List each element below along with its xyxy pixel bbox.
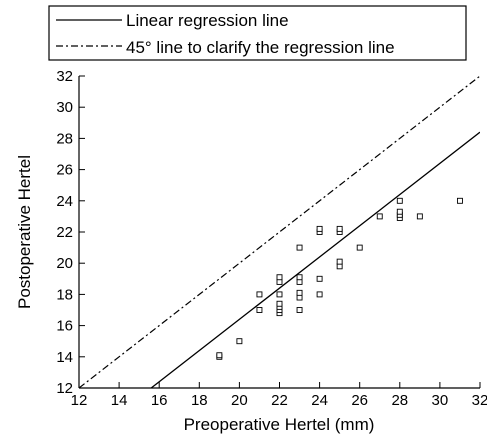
x-axis-ticks: 12 14 16 18 20 22 24 26 28 30 32 — [71, 382, 487, 409]
data-point — [396, 197, 403, 204]
data-point — [256, 291, 263, 298]
x-tick-label: 14 — [111, 392, 128, 409]
data-point — [296, 274, 303, 281]
y-tick-label: 24 — [56, 193, 73, 210]
data-point — [396, 208, 403, 215]
x-tick-label: 30 — [432, 392, 449, 409]
y-tick-label: 14 — [56, 349, 73, 366]
x-tick-label: 12 — [71, 392, 88, 409]
y-axis-title: Postoperative Hertel — [15, 155, 34, 309]
plot-area: 12 14 16 18 20 22 24 26 28 30 32 12 14 16 18 20 22 24 26 2… — [56, 68, 487, 409]
data-point — [316, 225, 323, 232]
x-tick-label: 32 — [472, 392, 487, 409]
y-tick-label: 18 — [56, 286, 73, 303]
legend-label-regression: Linear regression line — [126, 11, 289, 30]
data-point — [216, 352, 223, 359]
regression-line — [150, 131, 480, 388]
legend-frame — [48, 5, 467, 61]
data-point — [316, 291, 323, 298]
data-point — [336, 258, 343, 265]
data-point — [256, 307, 263, 313]
fit-lines — [79, 76, 480, 388]
x-tick-label: 26 — [351, 392, 368, 409]
y-tick-label: 28 — [56, 130, 73, 147]
data-point — [316, 275, 323, 282]
y-tick-label: 26 — [56, 162, 73, 179]
data-point — [457, 197, 463, 204]
reference-45-degree-line — [79, 76, 480, 388]
y-axis-ticks: 12 14 16 18 20 22 24 26 28 30 32 — [56, 68, 85, 397]
data-point — [376, 213, 383, 220]
x-tick-label: 28 — [391, 392, 408, 409]
y-tick-label: 20 — [56, 255, 73, 272]
data-point — [276, 291, 283, 298]
data-points — [216, 197, 463, 360]
y-tick-label: 32 — [56, 68, 73, 85]
y-tick-label: 30 — [56, 99, 73, 116]
legend-label-reference: 45° line to clarify the regression line — [126, 38, 395, 57]
data-point — [296, 307, 303, 313]
x-tick-label: 18 — [191, 392, 208, 409]
data-point — [356, 244, 363, 251]
x-tick-label: 16 — [151, 392, 168, 409]
x-tick-label: 20 — [231, 392, 248, 409]
x-tick-label: 22 — [271, 392, 288, 409]
y-tick-label: 22 — [56, 224, 73, 241]
data-point — [276, 300, 283, 307]
y-tick-label: 12 — [56, 380, 73, 397]
legend: Linear regression line 45° line to clari… — [48, 5, 467, 61]
data-point — [296, 289, 303, 296]
x-tick-label: 24 — [311, 392, 328, 409]
data-point — [416, 213, 423, 220]
y-tick-label: 16 — [56, 318, 73, 335]
data-point — [276, 274, 283, 281]
data-point — [236, 338, 243, 345]
data-point — [296, 244, 303, 251]
data-point — [336, 225, 343, 232]
x-axis-title: Preoperative Hertel (mm) — [184, 415, 375, 434]
